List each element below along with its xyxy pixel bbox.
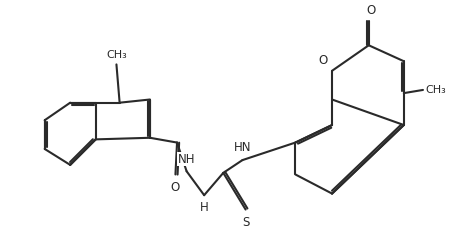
Text: NH: NH	[178, 153, 195, 165]
Text: O: O	[171, 181, 180, 194]
Text: HN: HN	[234, 141, 251, 154]
Text: H: H	[200, 201, 208, 214]
Text: S: S	[242, 216, 249, 229]
Text: O: O	[318, 54, 327, 67]
Text: O: O	[366, 3, 375, 17]
Text: CH₃: CH₃	[425, 85, 446, 95]
Text: CH₃: CH₃	[106, 50, 127, 60]
